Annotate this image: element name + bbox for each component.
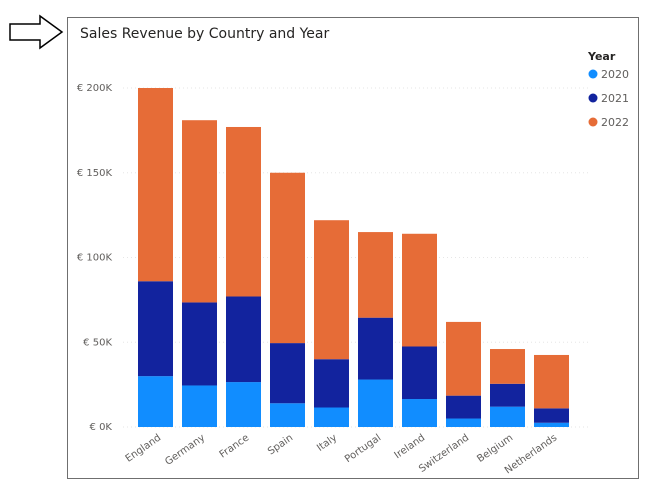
y-tick-label: € 0K [90,422,113,433]
legend-title: Year [587,50,616,63]
bar-spain-2022[interactable] [270,172,305,344]
x-tick-label: France [218,432,252,460]
bar-switzerland-2021[interactable] [446,395,481,419]
bar-netherlands-2022[interactable] [534,354,569,409]
y-tick-label: € 150K [77,168,113,179]
bar-netherlands-2021[interactable] [534,408,569,423]
bar-portugal-2022[interactable] [358,232,393,318]
x-tick-label: Belgium [475,432,515,465]
bar-germany-2020[interactable] [182,385,217,427]
bar-netherlands-2020[interactable] [534,422,569,427]
chart-plot: € 0K € 50K € 100K € 150K € 200K England Germa… [77,50,629,476]
chart-visual: Sales Revenue by Country and Year € 0K € … [67,17,639,479]
bar-france-2020[interactable] [226,382,261,427]
bar-england-2022[interactable] [138,88,173,282]
bar-belgium-2020[interactable] [490,406,525,427]
bar-italy-2021[interactable] [314,359,349,408]
bar-germany-2021[interactable] [182,302,217,386]
legend-item-2022[interactable]: 2022 [601,116,629,129]
bar-england-2021[interactable] [138,281,173,377]
legend-marker-2022 [588,117,598,127]
bar-belgium-2021[interactable] [490,383,525,407]
bar-portugal-2020[interactable] [358,379,393,427]
bar-switzerland-2022[interactable] [446,321,481,396]
legend-item-2021[interactable]: 2021 [601,92,629,105]
legend-marker-2021 [588,93,598,103]
x-tick-label: Germany [163,432,207,467]
y-tick-label: € 200K [77,83,113,94]
legend-item-2020[interactable]: 2020 [601,68,629,81]
bar-ireland-2020[interactable] [402,399,437,427]
y-tick-label: € 50K [83,337,112,348]
x-tick-label: Italy [315,432,339,454]
bar-spain-2021[interactable] [270,343,305,404]
bar-england-2020[interactable] [138,376,173,427]
bar-portugal-2021[interactable] [358,317,393,380]
bar-germany-2022[interactable] [182,120,217,303]
bar-italy-2022[interactable] [314,220,349,360]
bar-ireland-2021[interactable] [402,346,437,400]
x-tick-label: England [124,432,164,464]
chart-title: Sales Revenue by Country and Year [80,26,330,42]
legend-marker-2020 [588,69,598,79]
bar-france-2022[interactable] [226,126,261,297]
y-tick-label: € 100K [77,253,113,264]
arrow-pointer-icon [9,14,64,50]
x-tick-label: Portugal [343,432,383,465]
bar-belgium-2022[interactable] [490,349,525,384]
x-tick-label: Spain [266,432,295,457]
bar-switzerland-2020[interactable] [446,418,481,427]
bar-spain-2020[interactable] [270,403,305,427]
bar-ireland-2022[interactable] [402,233,437,347]
x-tick-label: Ireland [393,432,428,461]
bar-france-2021[interactable] [226,296,261,383]
bar-italy-2020[interactable] [314,407,349,427]
